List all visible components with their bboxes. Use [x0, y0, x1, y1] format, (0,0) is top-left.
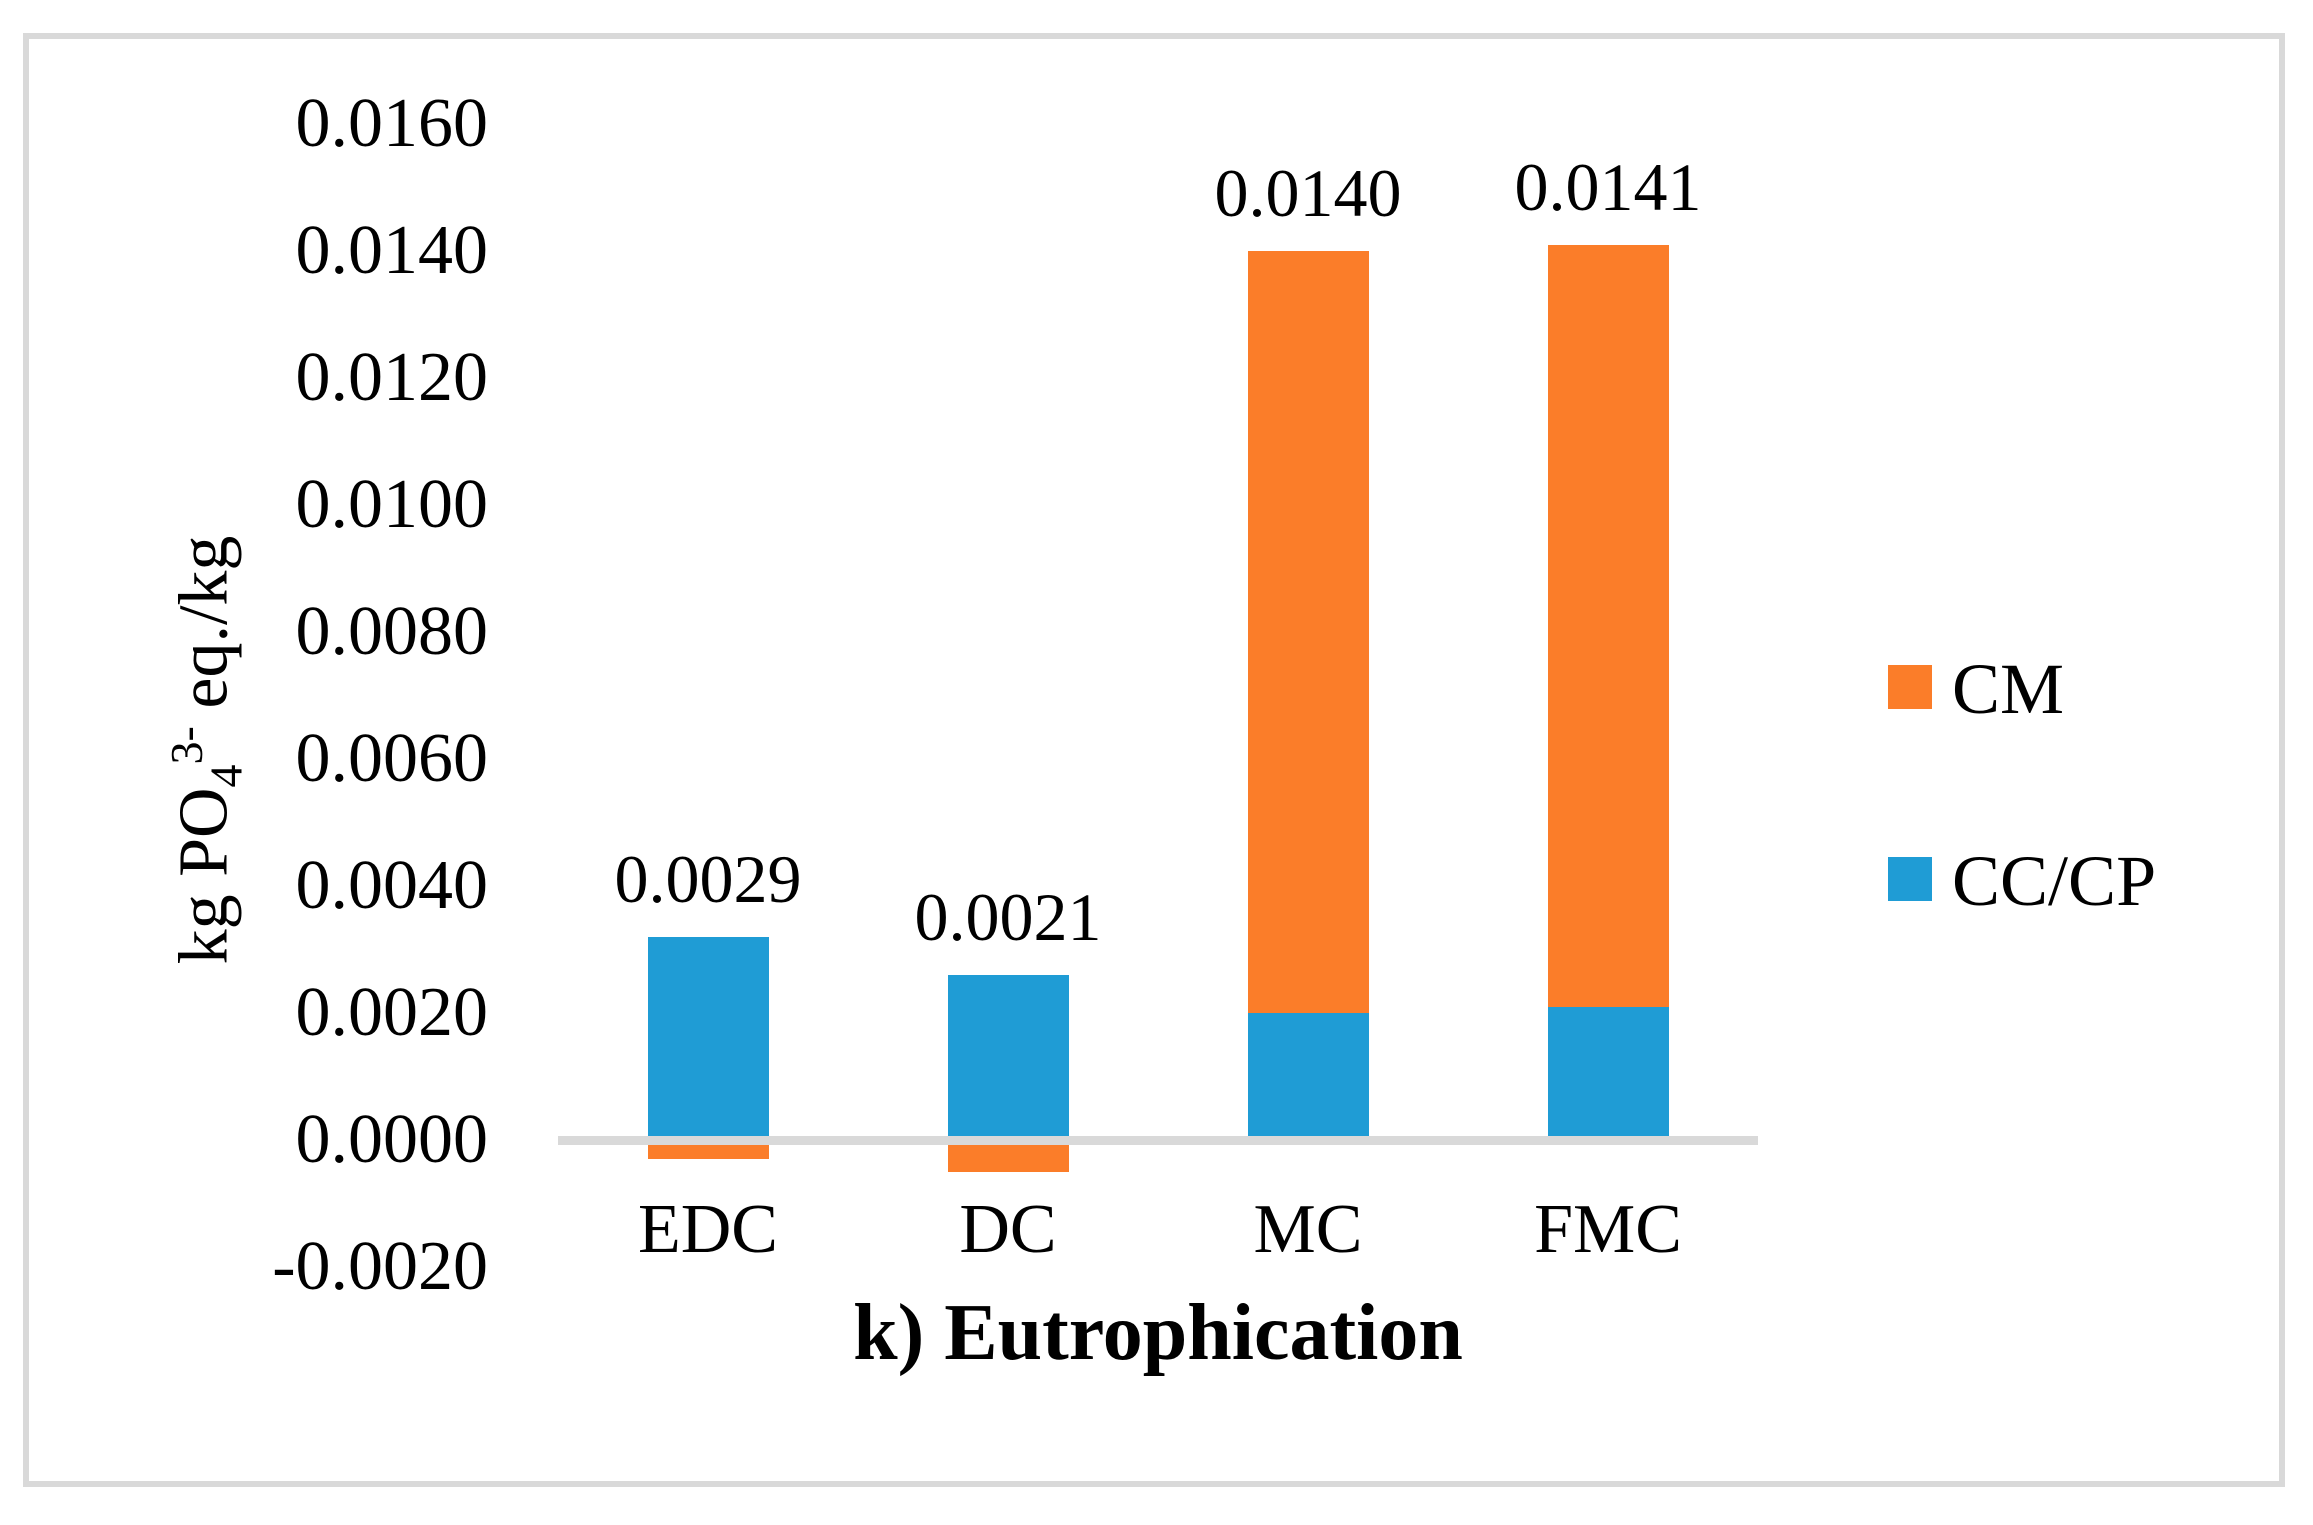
y-tick-label: 0.0040: [295, 847, 489, 924]
total-label-dc: 0.0021: [914, 878, 1102, 955]
category-label-edc: EDC: [638, 1191, 778, 1268]
y-axis-title-suffix: eq./kg: [165, 535, 243, 727]
chart-title: k) Eutrophication: [853, 1289, 1463, 1377]
bar-segment-cm-mc: [1247, 251, 1369, 1013]
bar-segment-cm-fmc: [1547, 244, 1669, 1007]
total-label-fmc: 0.0141: [1514, 148, 1702, 225]
y-axis-title-superscript: 3-: [161, 726, 212, 765]
y-tick-label: 0.0000: [295, 1101, 489, 1178]
y-tick-label: 0.0080: [295, 593, 489, 670]
total-label-edc: 0.0029: [614, 840, 802, 917]
legend-swatch-cc-cp: [1888, 857, 1932, 901]
y-tick-label: 0.0120: [295, 339, 489, 416]
y-tick-label: 0.0060: [295, 720, 489, 797]
y-axis-title: kg PO43- eq./kg: [142, 350, 251, 1150]
legend-swatch-cm: [1888, 665, 1932, 709]
bar-segment-cc-cp-edc: [647, 936, 769, 1140]
category-label-mc: MC: [1253, 1191, 1363, 1268]
x-axis-zero-line: [558, 1136, 1758, 1145]
bar-segment-cc-cp-mc: [1247, 1013, 1369, 1140]
bar-segment-cc-cp-fmc: [1547, 1006, 1669, 1140]
bar-segment-cm-dc: [947, 1140, 1069, 1172]
y-axis-title-prefix: kg PO: [165, 787, 243, 965]
y-axis-title-subscript: 4: [200, 764, 252, 788]
y-tick-label: 0.0160: [295, 85, 489, 162]
bar-segment-cc-cp-dc: [947, 974, 1069, 1140]
total-label-mc: 0.0140: [1214, 155, 1402, 231]
y-tick-label: -0.0020: [272, 1228, 488, 1305]
category-label-dc: DC: [959, 1191, 1057, 1268]
figure-border: [23, 33, 2285, 1487]
category-label-fmc: FMC: [1534, 1191, 1682, 1268]
y-tick-label: 0.0100: [295, 466, 489, 543]
y-tick-label: 0.0140: [295, 212, 489, 289]
legend-label-cc-cp: CC/CP: [1952, 841, 2157, 921]
legend-label-cm: CM: [1952, 649, 2065, 729]
y-tick-label: 0.0020: [295, 974, 489, 1051]
